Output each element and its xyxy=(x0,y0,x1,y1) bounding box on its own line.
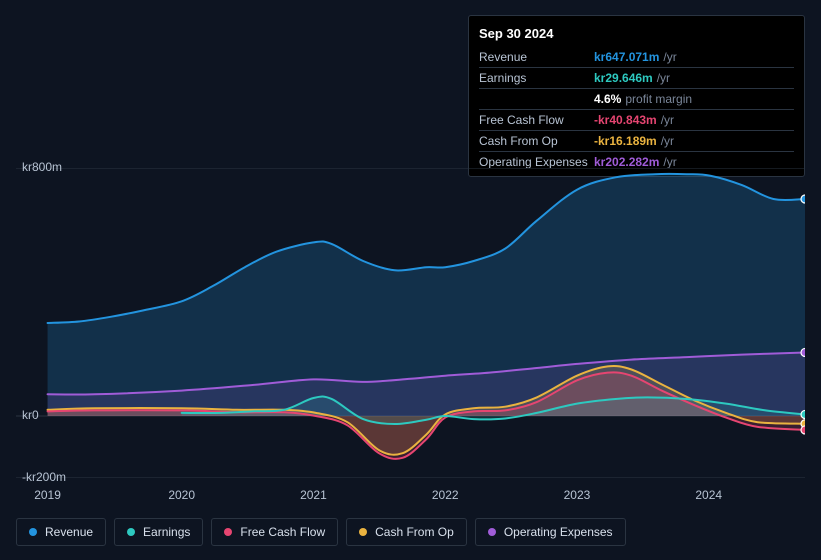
legend-item-revenue[interactable]: Revenue xyxy=(16,518,106,546)
x-axis-label: 2020 xyxy=(168,488,195,502)
legend-label: Cash From Op xyxy=(375,525,454,539)
legend-color-dot xyxy=(488,528,496,536)
data-tooltip: Sep 30 2024 Revenuekr647.071m/yrEarnings… xyxy=(468,15,805,177)
x-axis-label: 2022 xyxy=(432,488,459,502)
y-axis-label: -kr200m xyxy=(22,470,66,484)
y-axis-label: kr800m xyxy=(22,160,62,174)
y-axis-label: kr0 xyxy=(22,408,39,422)
legend-item-operating-expenses[interactable]: Operating Expenses xyxy=(475,518,626,546)
tooltip-row-value: kr647.071m/yr xyxy=(594,47,794,68)
legend-item-free-cash-flow[interactable]: Free Cash Flow xyxy=(211,518,338,546)
tooltip-row-value: 4.6%profit margin xyxy=(594,89,794,110)
tooltip-row-value: -kr16.189m/yr xyxy=(594,131,794,152)
legend-label: Earnings xyxy=(143,525,190,539)
legend-item-earnings[interactable]: Earnings xyxy=(114,518,203,546)
tooltip-row-value: -kr40.843m/yr xyxy=(594,110,794,131)
series-end-marker xyxy=(801,195,805,203)
legend-label: Free Cash Flow xyxy=(240,525,325,539)
x-axis-label: 2023 xyxy=(564,488,591,502)
series-end-marker xyxy=(801,348,805,356)
x-axis-label: 2021 xyxy=(300,488,327,502)
series-end-marker xyxy=(801,426,805,434)
tooltip-row-label: Free Cash Flow xyxy=(479,110,594,131)
x-axis-label: 2024 xyxy=(695,488,722,502)
financial-chart-panel: { "tooltip": { "date": "Sep 30 2024", "r… xyxy=(0,0,821,560)
tooltip-row: Free Cash Flow-kr40.843m/yr xyxy=(479,110,794,131)
tooltip-row-label: Cash From Op xyxy=(479,131,594,152)
chart-legend: Revenue Earnings Free Cash Flow Cash From O… xyxy=(16,518,626,546)
tooltip-row: Revenuekr647.071m/yr xyxy=(479,47,794,68)
legend-label: Operating Expenses xyxy=(504,525,613,539)
legend-color-dot xyxy=(29,528,37,536)
x-axis: 2019 2020 2021 2022 2023 2024 xyxy=(16,488,805,508)
legend-label: Revenue xyxy=(45,525,93,539)
tooltip-row-label xyxy=(479,89,594,110)
tooltip-row-label: Revenue xyxy=(479,47,594,68)
tooltip-table: Revenuekr647.071m/yrEarningskr29.646m/yr… xyxy=(479,47,794,172)
tooltip-row: Earningskr29.646m/yr xyxy=(479,68,794,89)
x-axis-label: 2019 xyxy=(34,488,61,502)
chart-plot[interactable] xyxy=(16,168,805,478)
legend-color-dot xyxy=(224,528,232,536)
tooltip-row: Cash From Op-kr16.189m/yr xyxy=(479,131,794,152)
tooltip-row: 4.6%profit margin xyxy=(479,89,794,110)
legend-item-cash-from-op[interactable]: Cash From Op xyxy=(346,518,467,546)
series-end-marker xyxy=(801,410,805,418)
legend-color-dot xyxy=(359,528,367,536)
tooltip-row-value: kr29.646m/yr xyxy=(594,68,794,89)
tooltip-date: Sep 30 2024 xyxy=(479,22,794,47)
legend-color-dot xyxy=(127,528,135,536)
tooltip-row-label: Earnings xyxy=(479,68,594,89)
